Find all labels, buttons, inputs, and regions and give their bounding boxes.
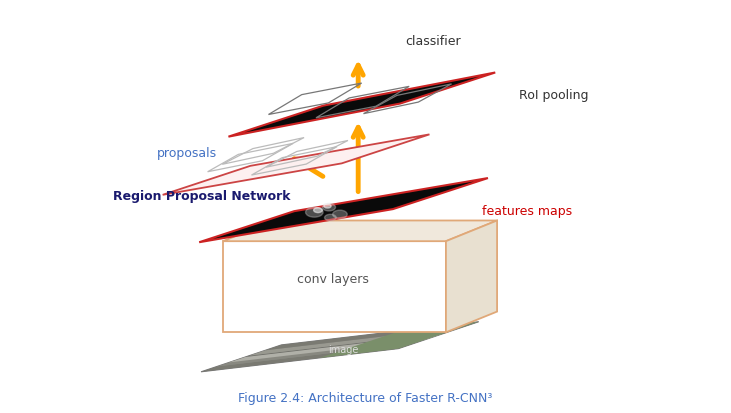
Polygon shape (319, 322, 479, 358)
Polygon shape (201, 322, 479, 372)
Text: RoI pooling: RoI pooling (519, 88, 588, 102)
Circle shape (324, 204, 331, 209)
Text: conv layers: conv layers (297, 272, 368, 285)
Polygon shape (223, 221, 497, 242)
Polygon shape (228, 74, 496, 137)
Circle shape (325, 215, 336, 221)
Text: proposals: proposals (157, 146, 217, 159)
Polygon shape (249, 327, 463, 356)
Text: Region Proposal Network: Region Proposal Network (113, 190, 291, 203)
Text: features maps: features maps (482, 204, 572, 217)
Polygon shape (199, 178, 488, 243)
Polygon shape (163, 135, 430, 195)
Text: classifier: classifier (406, 35, 461, 47)
Circle shape (306, 208, 323, 218)
Polygon shape (201, 344, 414, 372)
Text: Figure 2.4: Architecture of Faster R-CNN³: Figure 2.4: Architecture of Faster R-CNN… (238, 391, 493, 404)
Polygon shape (446, 221, 497, 332)
Polygon shape (217, 338, 431, 367)
Polygon shape (265, 322, 479, 350)
Text: image: image (328, 344, 359, 354)
Polygon shape (230, 334, 443, 363)
Circle shape (314, 208, 322, 213)
Circle shape (333, 211, 347, 219)
Circle shape (322, 204, 336, 211)
Bar (223, 242, 446, 332)
Polygon shape (233, 333, 447, 361)
